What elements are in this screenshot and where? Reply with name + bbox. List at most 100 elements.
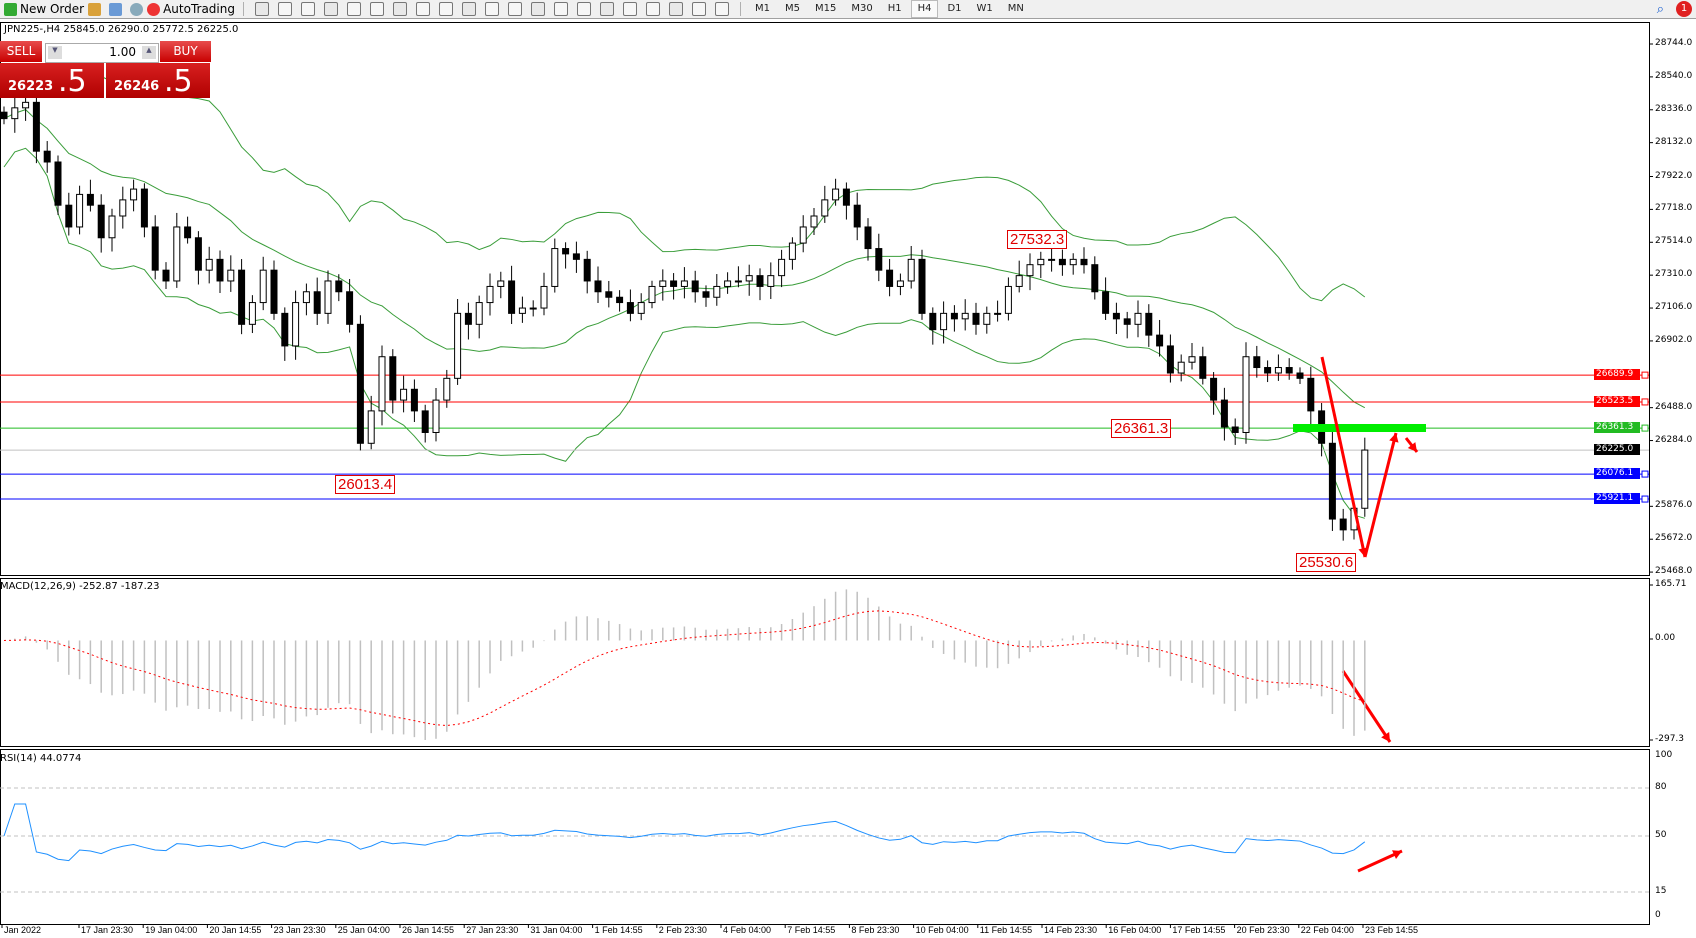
timeframe-mn[interactable]: MN — [1007, 3, 1024, 14]
time-axis-label: 10 Feb 04:00 — [915, 925, 969, 935]
tile-windows-icon[interactable] — [369, 2, 384, 16]
indicators-icon[interactable] — [438, 2, 453, 16]
candle-body — [864, 226, 872, 250]
level-handle[interactable] — [1641, 470, 1649, 478]
horizontal-line-icon[interactable] — [576, 2, 591, 16]
autotrading-button[interactable]: AutoTrading — [143, 0, 239, 18]
signals-icon[interactable] — [130, 2, 144, 16]
arrows-icon[interactable] — [714, 2, 729, 16]
price-axis-label: 27922.0 — [1655, 170, 1693, 181]
timeframe-m1[interactable]: M1 — [754, 3, 770, 14]
arrow-up[interactable] — [1363, 432, 1398, 558]
zoom-in-icon[interactable] — [323, 2, 338, 16]
candle-body — [799, 226, 807, 244]
periods-icon[interactable] — [461, 2, 476, 16]
vertical-line-icon[interactable] — [553, 2, 568, 16]
time-axis-label: 22 Feb 04:00 — [1300, 925, 1354, 935]
trendline-icon[interactable] — [599, 2, 614, 16]
autoscroll-icon[interactable] — [392, 2, 407, 16]
search-icon[interactable]: ⌕ — [1656, 1, 1664, 17]
candle-body — [1296, 372, 1304, 379]
candle-body — [130, 188, 138, 201]
candle-body — [238, 269, 246, 325]
line-chart-icon[interactable] — [300, 2, 315, 16]
candle-body — [1253, 356, 1261, 369]
buy-button[interactable]: BUY — [160, 41, 211, 62]
candle-body — [1220, 399, 1228, 428]
notification-badge[interactable]: 1 — [1676, 1, 1692, 17]
candle-body — [43, 150, 51, 163]
chart-bar-icon[interactable] — [254, 2, 269, 16]
candle-body — [86, 193, 94, 206]
arrow-down[interactable] — [1320, 356, 1367, 558]
tool-icons — [248, 0, 736, 18]
annotation-label[interactable]: 27532.3 — [1007, 230, 1068, 249]
lot-size-input[interactable]: ▼ 1.00 ▲ — [45, 43, 159, 63]
candle-body — [605, 291, 613, 298]
price-level-tag: 26689.9 — [1594, 369, 1640, 381]
text-label-icon[interactable] — [691, 2, 706, 16]
timeframe-w1[interactable]: W1 — [976, 3, 993, 14]
channel-icon[interactable] — [622, 2, 637, 16]
candle-body — [378, 356, 386, 412]
symbol-info: JPN225-,H4 25845.0 26290.0 25772.5 26225… — [4, 24, 239, 35]
sell-price[interactable]: 26223 .5 — [0, 63, 104, 98]
time-axis-label: 27 Jan 23:30 — [466, 925, 519, 935]
candle-body — [1080, 258, 1088, 266]
macd-arrow[interactable] — [1341, 670, 1392, 743]
level-handle[interactable] — [1641, 424, 1649, 432]
time-axis-label: 16 Feb 04:00 — [1108, 925, 1162, 935]
market-watch-icon[interactable] — [88, 2, 102, 16]
candle-body — [1307, 377, 1315, 412]
candle-body — [659, 280, 667, 287]
candle-body — [929, 312, 937, 331]
lot-increase-icon[interactable]: ▲ — [142, 46, 156, 59]
timeframe-d1[interactable]: D1 — [947, 3, 962, 14]
sell-button[interactable]: SELL — [0, 41, 42, 62]
candle-body — [162, 269, 170, 282]
cursor-icon[interactable] — [507, 2, 522, 16]
separator — [242, 2, 244, 16]
candle-icon[interactable] — [277, 2, 292, 16]
candle-body — [356, 323, 364, 444]
candle-body — [1004, 285, 1012, 314]
macd-arrow-head — [1381, 732, 1390, 742]
price-level-tag: 26076.1 — [1594, 468, 1640, 480]
annotation-label[interactable]: 26013.4 — [335, 475, 396, 494]
annotation-label[interactable]: 25530.6 — [1296, 553, 1357, 572]
timeframe-m5[interactable]: M5 — [784, 3, 800, 14]
candle-body — [432, 399, 440, 433]
crosshair-icon[interactable] — [530, 2, 545, 16]
timeframe-m15[interactable]: M15 — [814, 3, 837, 14]
level-handle[interactable] — [1641, 371, 1649, 379]
candle-body — [22, 101, 30, 109]
macd-label: MACD(12,26,9) -252.87 -187.23 — [0, 581, 160, 592]
time-axis-label: 25 Jan 04:00 — [337, 925, 390, 935]
navigator-icon[interactable] — [109, 2, 123, 16]
price-axis-label: 27514.0 — [1655, 236, 1693, 247]
level-handle[interactable] — [1641, 398, 1649, 406]
text-icon[interactable] — [668, 2, 683, 16]
level-handle[interactable] — [1641, 495, 1649, 503]
candle-body — [1156, 334, 1164, 347]
candle-body — [1328, 442, 1336, 520]
fibonacci-icon[interactable] — [645, 2, 660, 16]
candle-body — [724, 280, 732, 287]
zoom-out-icon[interactable] — [346, 2, 361, 16]
price-axis-label: 26284.0 — [1655, 434, 1693, 445]
new-order-button[interactable]: New Order — [0, 0, 88, 18]
timeframe-h1[interactable]: H1 — [887, 3, 902, 14]
templates-icon[interactable] — [484, 2, 499, 16]
autotrading-icon — [147, 2, 161, 16]
chart-shift-icon[interactable] — [415, 2, 430, 16]
annotation-label[interactable]: 26361.3 — [1111, 419, 1172, 438]
candle-body — [151, 226, 159, 271]
timeframe-h4[interactable]: H4 — [910, 0, 939, 18]
buy-price[interactable]: 26246 .5 — [106, 63, 210, 98]
support-zone[interactable] — [1293, 424, 1426, 432]
candle-body — [842, 188, 850, 206]
lot-decrease-icon[interactable]: ▼ — [48, 46, 62, 59]
timeframe-m30[interactable]: M30 — [851, 3, 873, 14]
candle-body — [335, 280, 343, 293]
chart-canvas[interactable] — [0, 20, 1696, 938]
